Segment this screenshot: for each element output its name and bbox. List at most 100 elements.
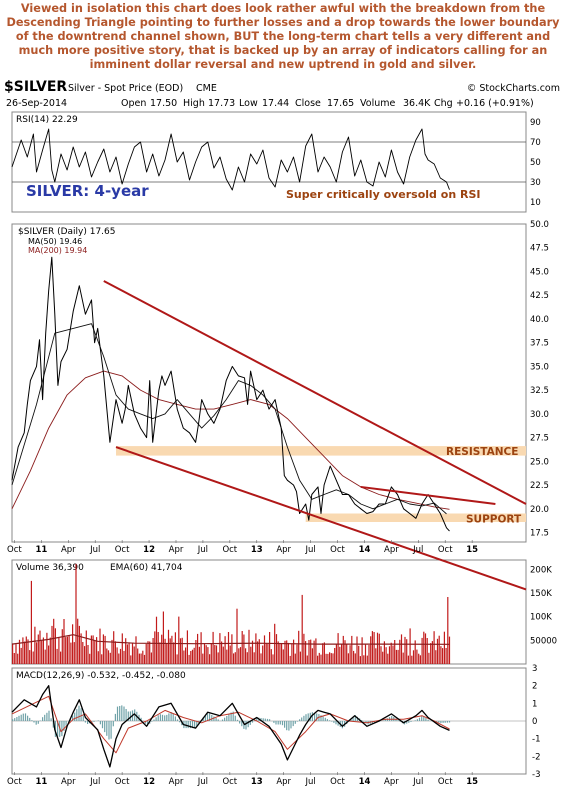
macd-histogram-bar — [166, 714, 168, 721]
x-tick-label: 11 — [35, 777, 47, 787]
ma50-legend: MA(50) 19.46 — [28, 237, 82, 246]
macd-histogram-bar — [78, 705, 80, 721]
volume-bar — [80, 633, 82, 664]
volume-bar — [123, 650, 125, 664]
volume-bar — [404, 636, 406, 664]
volume-bar — [265, 643, 267, 664]
volume-bar — [17, 653, 19, 664]
macd-histogram-bar — [329, 720, 331, 721]
trend-line — [115, 446, 527, 591]
volume-bar — [143, 654, 146, 664]
volume-bar — [152, 638, 154, 664]
volume-bar — [75, 563, 77, 664]
volume-bar — [277, 641, 279, 664]
x-tick-label: Jul — [197, 777, 208, 787]
copyright-label: © StockCharts.com — [467, 83, 560, 94]
volume-bar — [293, 639, 295, 664]
volume-bar — [94, 640, 96, 664]
macd-histogram-bar — [373, 721, 376, 723]
volume-bar — [239, 647, 242, 664]
price-panel-frame — [11, 223, 527, 543]
volume-bar — [376, 632, 379, 664]
rsi-legend: RSI(14) 22.29 — [16, 115, 78, 125]
volume-bar — [215, 645, 218, 664]
macd-histogram-bar — [140, 717, 142, 721]
macd-histogram-bar — [299, 719, 301, 721]
volume-bar — [260, 653, 262, 664]
volume-bar — [263, 635, 266, 664]
volume-bar — [138, 653, 140, 664]
volume-bar — [222, 646, 224, 664]
ema-line — [11, 634, 450, 645]
x-tick-label: Oct — [222, 545, 237, 555]
volume-bar — [411, 655, 413, 664]
macd-histogram-bar — [196, 721, 198, 728]
open-key: Open — [121, 98, 146, 109]
volume-bar — [113, 631, 115, 664]
volume-bar — [298, 630, 300, 664]
volume-bar — [339, 646, 341, 664]
volume-bar — [126, 644, 128, 664]
x-tick-label: Jul — [304, 777, 315, 787]
macd-histogram-bar — [361, 720, 363, 721]
volume-bar — [318, 652, 320, 664]
volume-bar — [323, 642, 325, 664]
volume-bar — [167, 629, 170, 664]
volume-bar — [397, 649, 399, 664]
volume-bar — [18, 639, 21, 664]
volume-bar — [317, 655, 319, 664]
macd-histogram-bar — [37, 721, 39, 724]
trend-line — [360, 485, 496, 506]
macd-histogram-bar — [164, 715, 166, 721]
macd-tick-label: -3 — [532, 770, 540, 780]
high-key: High — [183, 98, 205, 109]
volume-bar — [250, 646, 252, 664]
volume-bar — [49, 637, 51, 664]
macd-histogram-bar — [326, 719, 328, 721]
volume-bar — [346, 644, 348, 664]
macd-histogram-bar — [269, 719, 271, 721]
price-tick-label: 20.0 — [530, 505, 549, 515]
macd-histogram-bar — [87, 721, 89, 724]
volume-bar — [102, 634, 104, 664]
volume-bar — [395, 649, 397, 664]
chg-value: +0.16 (+0.91%) — [456, 98, 534, 109]
macd-histogram-bar — [221, 719, 224, 721]
volume-bar — [270, 649, 272, 664]
volume-bar — [27, 639, 29, 664]
volume-bar — [111, 639, 113, 664]
macd-histogram-bar — [335, 721, 337, 725]
macd-tick-label: 3 — [532, 664, 537, 674]
volume-bar — [116, 647, 118, 664]
x-tick-label: 12 — [143, 545, 155, 555]
macd-histogram-bar — [14, 718, 16, 721]
macd-histogram-bar — [224, 717, 226, 721]
x-tick-label: Apr — [169, 777, 184, 787]
volume-bar — [375, 648, 377, 664]
volume-bar — [306, 655, 308, 664]
macd-histogram-bar — [213, 716, 215, 721]
volume-bar — [431, 641, 433, 664]
x-tick-label: 11 — [35, 545, 47, 555]
open-value: 17.50 — [150, 98, 177, 109]
macd-histogram-bar — [110, 721, 112, 739]
volume-bar — [311, 648, 313, 664]
volume-bar — [231, 634, 233, 664]
volume-bar — [258, 639, 260, 664]
volume-bar — [54, 628, 56, 664]
volume-bar — [426, 638, 428, 664]
volume-bar — [173, 642, 175, 664]
volume-bar — [359, 656, 361, 664]
volume-bar — [147, 641, 149, 664]
macd-histogram-bar — [119, 706, 121, 721]
macd-histogram-bar — [179, 721, 181, 723]
macd-histogram-bar — [279, 721, 281, 725]
macd-histogram-bar — [322, 716, 324, 721]
volume-bar — [149, 641, 151, 664]
macd-histogram-bar — [444, 721, 446, 723]
price-tick-label: 47.5 — [530, 244, 549, 254]
price-line — [11, 256, 450, 532]
volume-bar — [358, 645, 360, 664]
macd-histogram-bar — [228, 714, 230, 721]
macd-histogram-bar — [436, 721, 438, 723]
